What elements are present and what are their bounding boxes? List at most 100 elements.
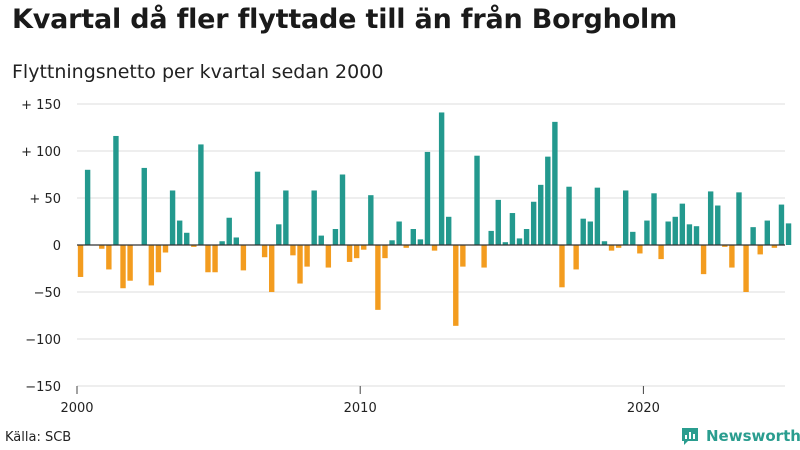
bar <box>191 245 197 247</box>
bar <box>254 171 261 245</box>
grid-lines <box>77 103 785 387</box>
bar <box>403 245 409 248</box>
bar <box>707 191 714 245</box>
x-tick-label: 2010 <box>344 401 377 416</box>
x-tick-label: 2020 <box>627 401 660 416</box>
bar <box>672 216 678 245</box>
source-note: Källa: SCB <box>5 430 72 445</box>
y-tick-label: + 50 <box>29 192 61 207</box>
bar <box>644 220 650 245</box>
bar <box>353 245 360 259</box>
bar <box>495 199 501 245</box>
bar <box>283 190 289 245</box>
bar <box>580 218 586 245</box>
bar <box>396 221 402 245</box>
bar <box>297 245 303 284</box>
brand-name: Newsworthy <box>706 427 800 445</box>
bar <box>431 245 438 251</box>
bar <box>700 245 707 275</box>
bar <box>679 203 686 245</box>
bar <box>141 167 147 245</box>
bar <box>261 245 268 258</box>
bar <box>785 223 792 245</box>
bar <box>389 240 395 245</box>
bar <box>587 221 593 245</box>
y-tick-label: + 100 <box>21 145 61 160</box>
bar <box>184 232 190 245</box>
bar <box>120 245 126 289</box>
bar <box>552 121 558 245</box>
y-tick-label: −100 <box>25 333 61 348</box>
bar <box>446 216 452 245</box>
bar <box>205 245 211 273</box>
bar <box>530 201 537 245</box>
bar <box>460 245 466 267</box>
bar <box>601 241 608 245</box>
bar <box>750 227 756 245</box>
bar <box>212 245 218 273</box>
bar <box>276 224 282 245</box>
bar <box>361 245 367 250</box>
bar <box>665 221 671 245</box>
bar <box>559 245 565 288</box>
bar <box>198 144 204 245</box>
bar <box>99 245 105 249</box>
bar <box>771 245 778 248</box>
bar <box>637 245 643 254</box>
bar <box>233 237 239 245</box>
bar <box>545 156 551 245</box>
bar <box>516 238 523 245</box>
bar <box>651 193 657 245</box>
bar <box>594 187 601 245</box>
bar <box>106 245 112 270</box>
bar <box>325 245 332 268</box>
bar <box>509 213 516 245</box>
y-axis-ticks: + 150 + 100 + 50 0 −50 −100 −150 <box>21 98 61 395</box>
x-tick-label: 2000 <box>60 401 93 416</box>
bar <box>424 151 431 245</box>
bar <box>573 245 579 270</box>
bar-chart: + 150 + 100 + 50 0 −50 −100 −150 2000 2010 2020 <box>21 98 792 416</box>
bar <box>453 245 459 326</box>
bar <box>743 245 749 292</box>
bar <box>658 245 664 260</box>
bar <box>240 245 247 271</box>
bar <box>162 245 169 253</box>
bar <box>176 220 183 245</box>
bar <box>566 186 572 245</box>
bar <box>304 245 310 267</box>
bar <box>538 184 544 245</box>
chat-bubble-bar-chart-icon <box>682 428 698 445</box>
bar <box>311 190 317 245</box>
bar <box>339 174 346 245</box>
bar <box>488 230 494 245</box>
bar <box>686 224 693 245</box>
bar <box>715 205 721 245</box>
y-tick-label: −150 <box>25 380 61 395</box>
bar <box>375 245 381 310</box>
bar <box>290 245 296 256</box>
bar <box>77 245 84 277</box>
bar <box>630 231 636 245</box>
x-axis-ticks: 2000 2010 2020 <box>60 386 660 416</box>
bar <box>736 192 742 245</box>
y-tick-label: + 150 <box>21 98 61 113</box>
bar <box>608 245 615 251</box>
bar <box>410 229 416 245</box>
bar <box>269 245 275 292</box>
bar <box>474 155 480 245</box>
bar <box>368 195 374 245</box>
bar <box>438 112 445 246</box>
bar <box>729 245 735 268</box>
chart-subtitle: Flyttningsnetto per kvartal sedan 2000 <box>12 61 384 83</box>
bar <box>693 226 700 245</box>
brand-logo: Newsworthy <box>680 426 800 446</box>
bar <box>757 245 763 255</box>
bar <box>523 229 530 245</box>
bar <box>481 245 487 268</box>
bar <box>778 204 785 245</box>
y-tick-label: −50 <box>34 286 61 301</box>
bar <box>155 245 162 273</box>
bar <box>615 245 622 248</box>
bar <box>764 220 770 245</box>
